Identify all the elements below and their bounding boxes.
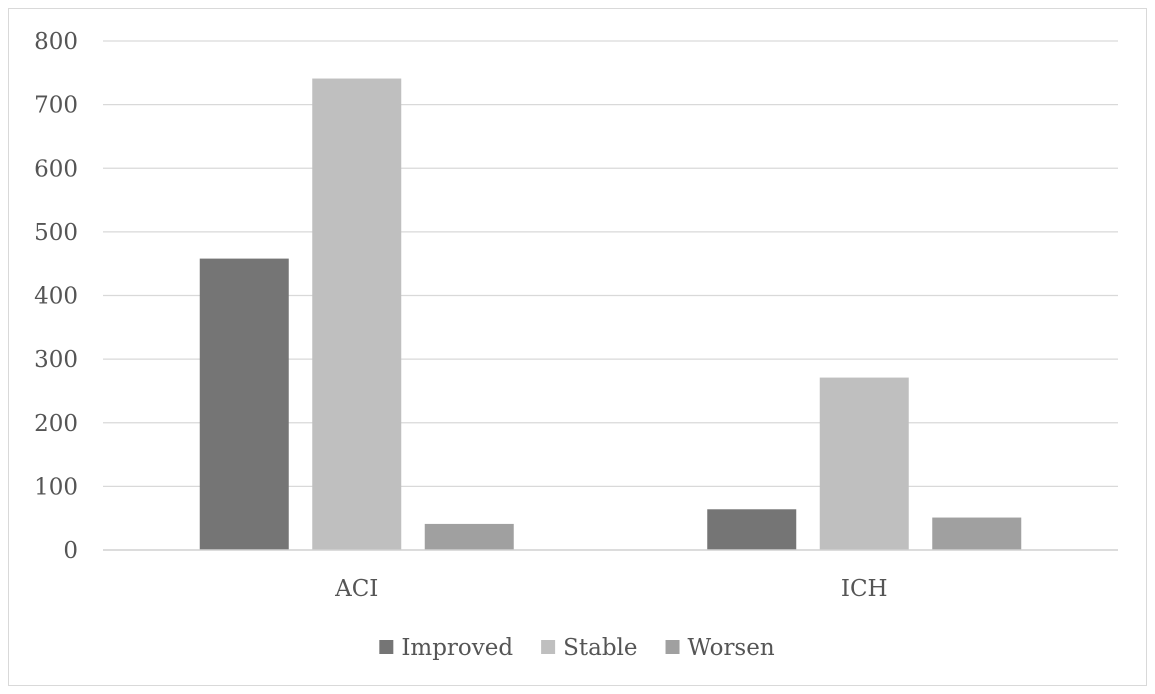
legend: Improved Stable Worsen xyxy=(379,635,775,661)
legend-label-worsen: Worsen xyxy=(688,635,775,661)
y-tick-label: 600 xyxy=(34,156,78,182)
chart-frame xyxy=(8,8,1147,686)
bar-aci-stable xyxy=(312,78,402,550)
y-tick-label: 200 xyxy=(34,411,78,437)
y-tick-label: 700 xyxy=(34,93,78,119)
legend-swatch-improved xyxy=(379,640,394,654)
y-tick-label: 0 xyxy=(63,538,78,564)
bar-ich-improved xyxy=(707,509,797,550)
legend-label-stable: Stable xyxy=(563,635,637,661)
y-tick-label: 300 xyxy=(34,347,78,373)
y-tick-label: 400 xyxy=(34,284,78,310)
y-axis-tick-labels: 0 100 200 300 400 500 600 700 800 xyxy=(34,29,78,564)
legend-label-improved: Improved xyxy=(401,635,513,661)
x-category-label: ACI xyxy=(334,576,378,602)
y-tick-label: 800 xyxy=(34,29,78,55)
x-axis-category-labels: ACI ICH xyxy=(334,576,888,602)
x-category-label: ICH xyxy=(841,576,888,602)
bar-ich-worsen xyxy=(932,517,1022,550)
y-tick-label: 500 xyxy=(34,220,78,246)
bar-aci-improved xyxy=(199,258,289,550)
bars xyxy=(199,78,1022,550)
legend-swatch-stable xyxy=(541,640,556,654)
legend-swatch-worsen xyxy=(665,640,680,654)
bar-aci-worsen xyxy=(424,523,514,550)
y-tick-label: 100 xyxy=(34,474,78,500)
bar-ich-stable xyxy=(819,377,909,550)
